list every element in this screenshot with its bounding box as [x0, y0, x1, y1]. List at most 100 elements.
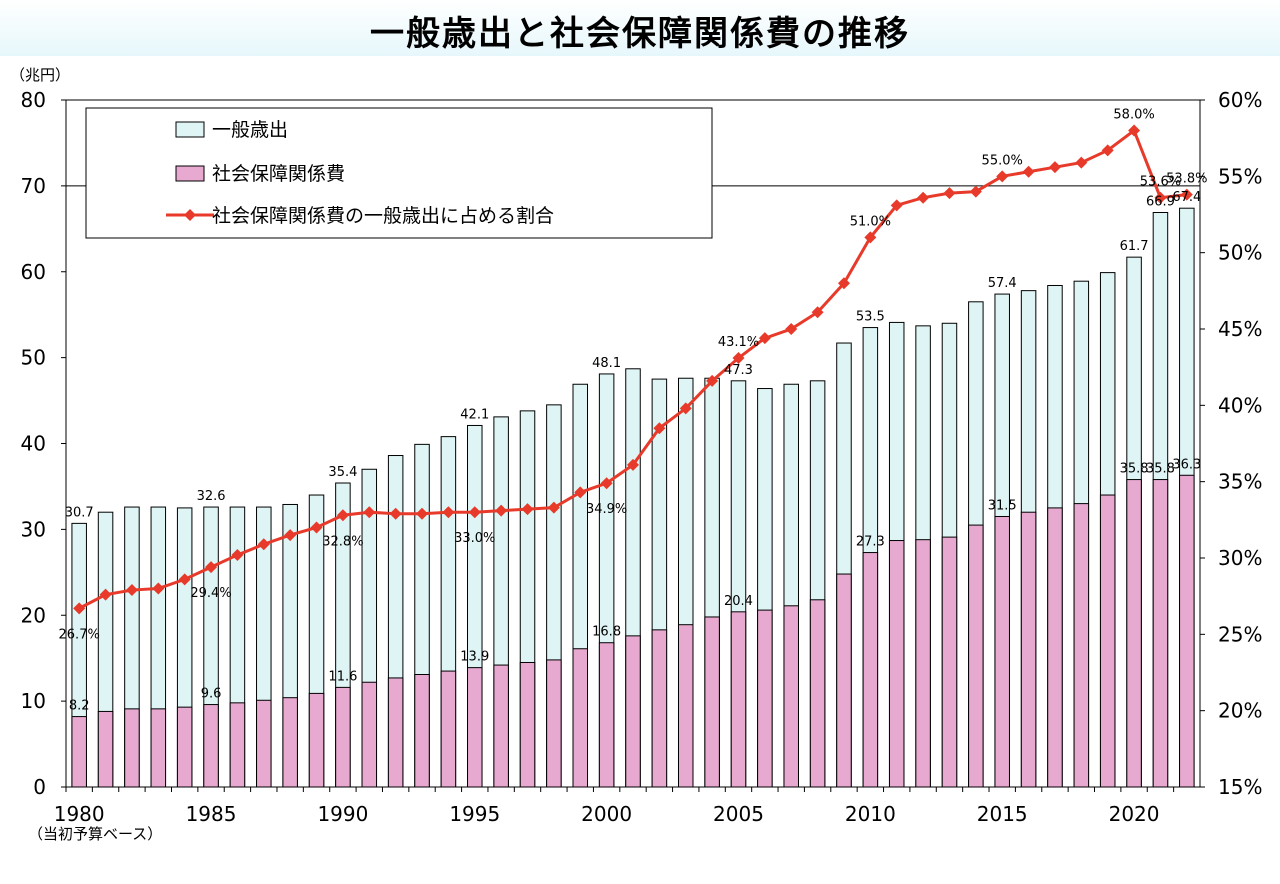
- ratio-point: [205, 561, 218, 574]
- ratio-data-label: 33.0%: [454, 531, 495, 546]
- general-expenditure-data-label: 48.1: [592, 356, 621, 371]
- y-left-tick-label: 0: [33, 775, 46, 799]
- ratio-point: [864, 231, 877, 244]
- y-left-tick-label: 50: [21, 346, 46, 370]
- y-right-tick-label: 25%: [1218, 622, 1262, 646]
- ratio-data-label: 58.0%: [1113, 108, 1154, 123]
- x-tick-label: 1990: [317, 802, 368, 826]
- y-left-tick-label: 70: [21, 174, 46, 198]
- ratio-data-label: 43.1%: [718, 335, 759, 350]
- social-security-bar: [809, 599, 826, 788]
- ratio-point: [521, 503, 534, 516]
- ratio-point: [732, 352, 745, 365]
- ratio-point: [99, 588, 112, 601]
- y-left-tick-label: 10: [21, 689, 46, 713]
- social-security-bar: [1152, 479, 1169, 788]
- ratio-point: [890, 199, 903, 212]
- social-security-bar: [308, 692, 325, 788]
- general-expenditure-data-label: 66.9: [1146, 194, 1175, 209]
- ratio-point: [600, 477, 613, 490]
- social-security-bar: [176, 706, 193, 788]
- x-tick-label: 1980: [54, 802, 105, 826]
- social-security-data-label: 20.4: [724, 594, 753, 609]
- ratio-point: [125, 584, 138, 597]
- ratio-point: [1154, 191, 1167, 204]
- y-left-tick-label: 40: [21, 432, 46, 456]
- legend-label-social: 社会保障関係費: [212, 163, 345, 185]
- general-expenditure-data-label: 61.7: [1120, 239, 1149, 254]
- social-security-bar: [282, 697, 298, 788]
- social-security-bar: [229, 702, 246, 788]
- ratio-point: [416, 507, 429, 520]
- y-left-tick-label: 20: [21, 603, 46, 627]
- social-security-bar: [651, 629, 668, 788]
- social-security-bar: [1099, 494, 1116, 788]
- ratio-data-label: 34.9%: [586, 502, 627, 517]
- ratio-point: [73, 602, 86, 615]
- social-security-bar: [519, 661, 536, 788]
- general-expenditure-data-label: 42.1: [460, 407, 489, 422]
- ratio-point: [495, 504, 508, 517]
- social-security-bar: [888, 540, 905, 788]
- footnote: （当初予算ベース）: [28, 825, 163, 843]
- ratio-point: [996, 170, 1009, 183]
- ratio-point: [178, 573, 191, 586]
- y-left-tick-label: 60: [21, 260, 46, 284]
- ratio-point: [1022, 165, 1035, 178]
- ratio-point: [1180, 188, 1193, 201]
- social-security-bar: [572, 648, 589, 788]
- ratio-data-label: 32.8%: [322, 534, 363, 549]
- x-tick-label: 1985: [186, 802, 237, 826]
- social-security-data-label: 9.6: [201, 687, 222, 702]
- ratio-point: [574, 486, 587, 499]
- social-security-bar: [1126, 479, 1142, 788]
- social-security-bar: [414, 674, 430, 788]
- ratio-point: [1075, 156, 1088, 169]
- x-tick-label: 2020: [1109, 802, 1160, 826]
- ratio-point: [1101, 144, 1114, 157]
- social-security-bar: [1073, 503, 1090, 788]
- ratio-point: [231, 548, 244, 561]
- ratio-point: [943, 187, 956, 200]
- general-expenditure-data-label: 32.6: [197, 489, 226, 504]
- page-title: 一般歳出と社会保障関係費の推移: [370, 14, 910, 54]
- y-unit-label: （兆円）: [10, 66, 71, 84]
- social-security-bar: [941, 536, 958, 788]
- y-right-tick-label: 20%: [1218, 699, 1262, 723]
- social-security-data-label: 36.3: [1172, 457, 1201, 472]
- social-security-data-label: 16.8: [592, 625, 621, 640]
- ratio-point: [152, 582, 165, 595]
- ratio-data-label: 29.4%: [190, 586, 231, 601]
- social-security-bar: [1179, 474, 1195, 788]
- social-security-bar: [256, 699, 272, 788]
- ratio-point: [627, 458, 639, 471]
- social-security-bar: [757, 609, 773, 788]
- y-right-tick-label: 40%: [1218, 393, 1262, 417]
- social-security-bar: [361, 681, 378, 788]
- social-security-bar: [546, 659, 562, 788]
- y-left-tick-label: 80: [21, 88, 46, 112]
- social-security-bar: [836, 573, 852, 788]
- x-tick-label: 1995: [449, 802, 500, 826]
- ratio-point: [363, 506, 376, 519]
- legend-swatch-ratio-marker: [184, 209, 196, 221]
- social-security-bar: [730, 611, 747, 788]
- social-security-bar: [862, 552, 879, 788]
- social-security-bar: [915, 539, 931, 788]
- ratio-point: [310, 521, 323, 534]
- ratio-point: [811, 306, 824, 319]
- ratio-point: [1048, 161, 1061, 174]
- legend-label-general: 一般歳出: [212, 119, 288, 141]
- social-security-bar: [71, 716, 87, 788]
- ratio-data-label: 51.0%: [850, 214, 891, 229]
- legend-swatch-general: [175, 121, 205, 138]
- x-tick-label: 2005: [713, 802, 764, 826]
- ratio-point: [679, 402, 692, 415]
- ratio-point: [468, 506, 481, 519]
- social-security-bar: [335, 686, 351, 788]
- social-security-bar: [598, 642, 615, 788]
- social-security-data-label: 35.8: [1120, 462, 1149, 477]
- social-security-bar: [625, 635, 641, 788]
- y-right-tick-label: 60%: [1218, 88, 1262, 112]
